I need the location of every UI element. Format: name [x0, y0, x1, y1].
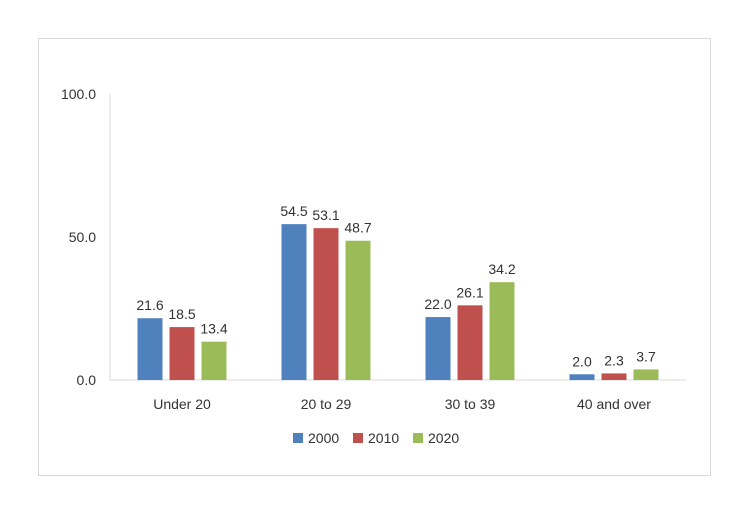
- data-label: 13.4: [200, 321, 227, 337]
- data-label: 22.0: [424, 296, 451, 312]
- category-label: 40 and over: [577, 396, 651, 412]
- bar-2010-4: [601, 373, 627, 380]
- data-label: 48.7: [344, 220, 371, 236]
- category-label: 30 to 39: [445, 396, 496, 412]
- chart-frame: [38, 38, 711, 476]
- data-label: 26.1: [456, 284, 483, 300]
- data-label: 3.7: [636, 348, 656, 364]
- data-label: 54.5: [280, 203, 307, 219]
- data-label: 18.5: [168, 306, 195, 322]
- bar-2010-1: [169, 327, 195, 380]
- bar-2000-2: [281, 224, 307, 380]
- data-label: 53.1: [312, 207, 339, 223]
- bar-2010-3: [457, 305, 483, 380]
- bar-2000-1: [137, 318, 163, 380]
- y-tick-label: 0.0: [77, 372, 97, 388]
- bar-2000-3: [425, 317, 451, 380]
- bar-2000-4: [569, 374, 595, 380]
- data-label: 2.0: [572, 353, 592, 369]
- bar-2010-2: [313, 228, 339, 380]
- legend-label: 2000: [308, 430, 339, 446]
- data-label: 21.6: [136, 297, 163, 313]
- bar-2020-4: [633, 369, 659, 380]
- data-label: 2.3: [604, 352, 624, 368]
- legend-label: 2020: [428, 430, 459, 446]
- legend: 2000 2010 2020: [293, 430, 459, 446]
- data-labels: 21.6 18.5 13.4 54.5 53.1 48.7 22.0 26.1 34.2 2.0 2…: [136, 203, 656, 369]
- data-label: 34.2: [488, 261, 515, 277]
- bar-2020-1: [201, 341, 227, 380]
- category-labels: Under 20 20 to 29 30 to 39 40 and over: [153, 396, 651, 412]
- y-tick-label: 50.0: [69, 229, 96, 245]
- bar-2020-2: [345, 240, 371, 380]
- y-tick-label: 100.0: [61, 86, 96, 102]
- legend-swatch: [413, 433, 423, 443]
- category-label: 20 to 29: [301, 396, 352, 412]
- legend-swatch: [293, 433, 303, 443]
- bars: [137, 224, 659, 380]
- category-label: Under 20: [153, 396, 211, 412]
- bar-2020-3: [489, 282, 515, 380]
- legend-swatch: [353, 433, 363, 443]
- legend-label: 2010: [368, 430, 399, 446]
